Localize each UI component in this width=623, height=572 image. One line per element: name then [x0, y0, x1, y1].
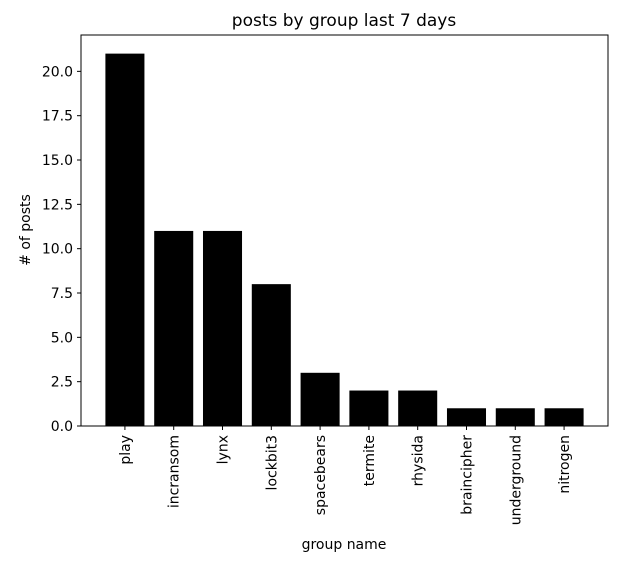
x-axis-label: group name	[302, 537, 387, 553]
y-tick-label: 5.0	[51, 330, 73, 346]
y-tick-label: 15.0	[42, 153, 73, 169]
x-tick-label: underground	[508, 435, 524, 525]
x-tick-label: play	[118, 435, 134, 465]
y-tick-label: 17.5	[42, 109, 73, 125]
x-tick-label: termite	[362, 435, 378, 486]
x-tick-label: lynx	[216, 435, 232, 464]
bar	[544, 408, 584, 426]
bar	[105, 53, 145, 426]
bar	[202, 230, 243, 426]
bar	[398, 390, 438, 426]
x-tick-label: lockbit3	[264, 435, 280, 490]
y-tick-label: 20.0	[42, 64, 73, 80]
x-tick-label: braincipher	[459, 435, 475, 515]
x-tick-label: nitrogen	[557, 435, 573, 494]
y-tick-label: 0.0	[51, 419, 73, 435]
x-tick-label: incransom	[167, 435, 183, 508]
bar	[251, 284, 291, 426]
y-tick-label: 10.0	[42, 242, 73, 258]
plot-frame	[80, 34, 609, 427]
bar	[349, 390, 389, 426]
y-tick-label: 7.5	[51, 286, 73, 302]
x-tick-label: rhysida	[411, 435, 427, 486]
x-tick-label: spacebears	[313, 435, 329, 515]
chart-title: posts by group last 7 days	[232, 11, 457, 31]
y-tick-label: 12.5	[42, 197, 73, 213]
y-axis-label: # of posts	[18, 194, 34, 266]
bar	[495, 408, 535, 426]
bar	[154, 230, 194, 426]
y-tick-label: 2.5	[51, 375, 73, 391]
bar	[446, 408, 487, 426]
bar	[300, 372, 340, 426]
